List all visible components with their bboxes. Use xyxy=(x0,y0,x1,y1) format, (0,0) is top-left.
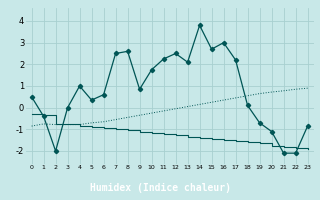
Text: Humidex (Indice chaleur): Humidex (Indice chaleur) xyxy=(90,183,230,193)
